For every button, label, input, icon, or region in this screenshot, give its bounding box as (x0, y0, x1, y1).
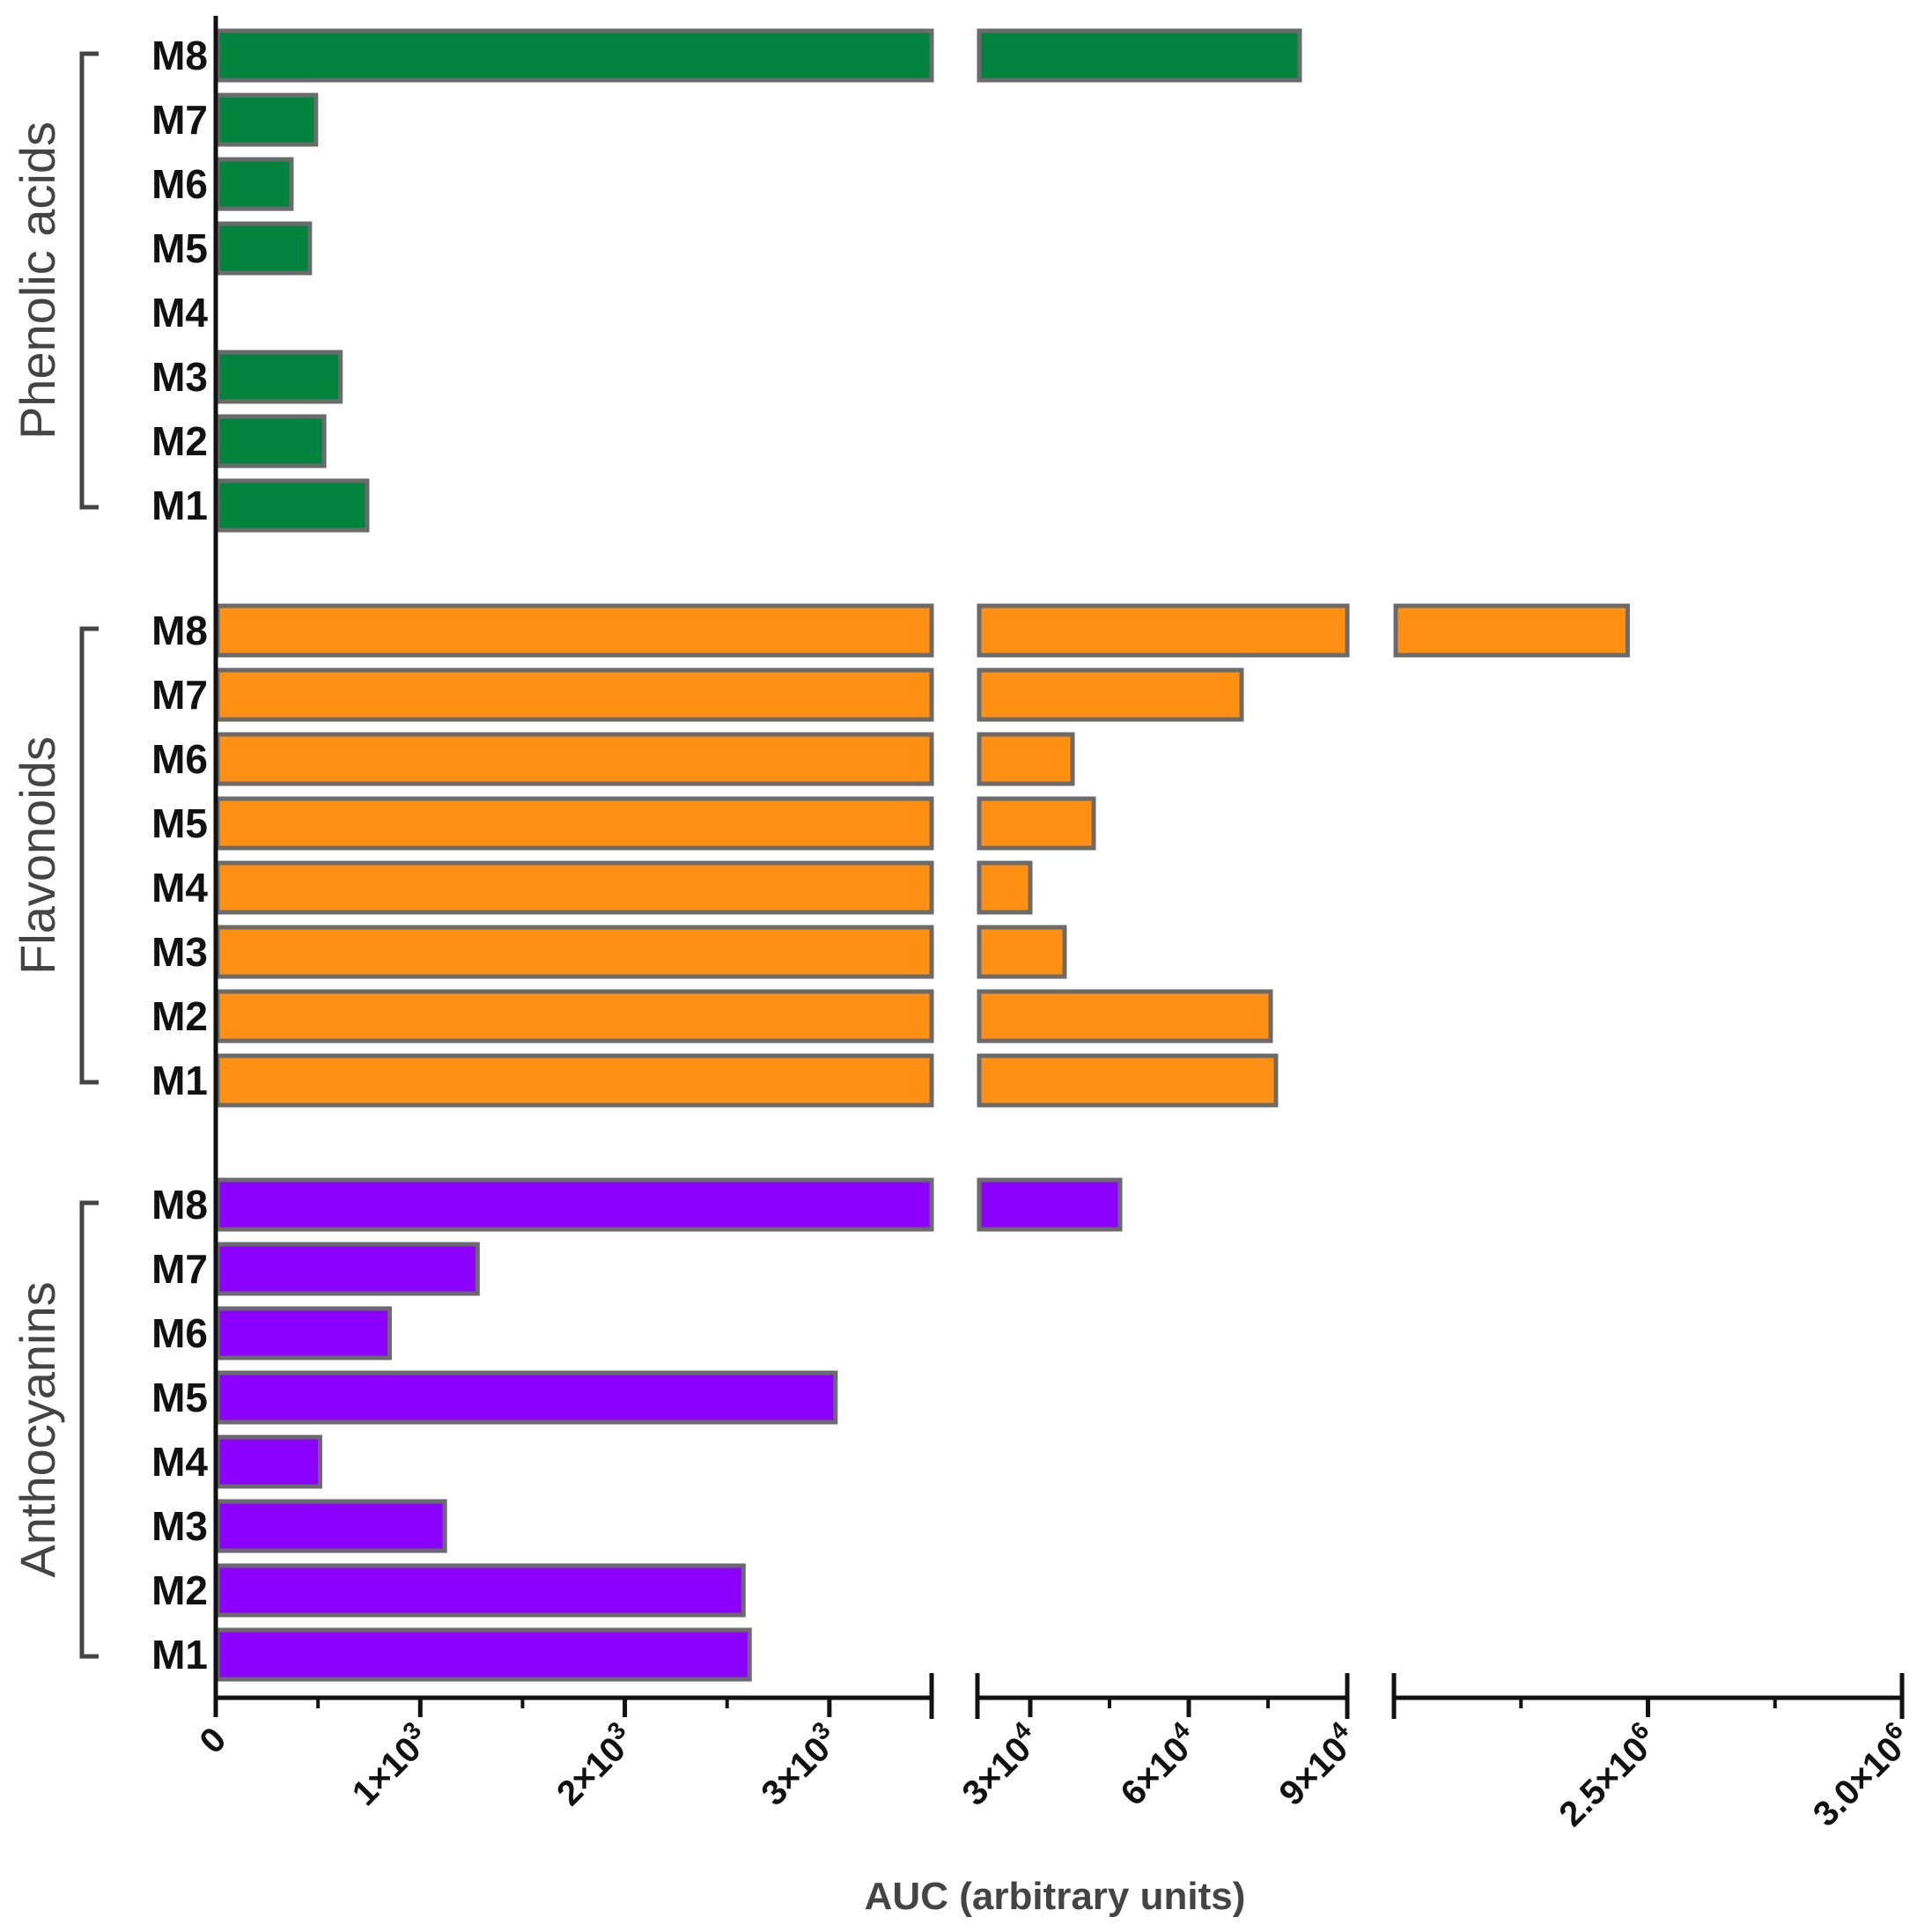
x-tick-label-3-2: 3.0×106 (1803, 1716, 1917, 1834)
bar-flavonoids-m1-seg2 (977, 1053, 1279, 1108)
category-label-flavonoids-m3: M3 (151, 929, 208, 975)
category-label-flavonoids-m8: M8 (151, 608, 208, 653)
bar-flavonoids-m5 (215, 796, 934, 851)
bar-anthocyanins-m6 (215, 1306, 392, 1361)
category-label-phenolic-acids-m7: M7 (151, 97, 208, 143)
bar-flavonoids-m2-seg2 (977, 989, 1273, 1043)
category-label-flavonoids-m4: M4 (151, 865, 208, 911)
x-tick-label-3-1: 2.5×106 (1548, 1716, 1666, 1834)
category-label-anthocyanins-m1: M1 (151, 1632, 208, 1678)
group-label-phenolic-acids: Phenolic acids (10, 122, 65, 439)
bar-flavonoids-m6 (215, 732, 934, 786)
bar-anthocyanins-m2 (215, 1563, 746, 1618)
x-tick-label-1-4: 3×103 (750, 1716, 847, 1813)
bar-phenolic-acids-m7 (215, 92, 319, 147)
category-label-phenolic-acids-m3: M3 (151, 354, 208, 400)
bar-flavonoids-m8-seg2 (977, 603, 1350, 658)
category-label-phenolic-acids-m1: M1 (151, 483, 208, 528)
bar-flavonoids-m4-seg2 (977, 860, 1033, 915)
category-label-anthocyanins-m3: M3 (151, 1503, 208, 1549)
x-tick-label-2-1: 3×104 (951, 1716, 1048, 1813)
group-bracket-phenolic-acids (79, 51, 99, 510)
bar-flavonoids-m7-seg2 (977, 667, 1244, 722)
category-label-anthocyanins-m8: M8 (151, 1182, 208, 1228)
bar-phenolic-acids-m3 (215, 350, 343, 404)
bar-phenolic-acids-m1 (215, 478, 370, 533)
x-tick-label-1-3: 2×103 (546, 1716, 643, 1813)
bar-anthocyanins-m8-seg2 (977, 1177, 1123, 1232)
group-bracket-anthocyanins (79, 1200, 99, 1659)
bar-phenolic-acids-m8-seg2 (977, 28, 1302, 83)
bar-flavonoids-m7 (215, 667, 934, 722)
bar-phenolic-acids-m8 (215, 28, 934, 83)
bar-flavonoids-m4 (215, 860, 934, 915)
bar-flavonoids-m3-seg2 (977, 925, 1067, 979)
x-axis-title: AUC (arbitrary units) (865, 1875, 1246, 1918)
category-label-flavonoids-m1: M1 (151, 1058, 208, 1103)
bar-flavonoids-m2 (215, 989, 934, 1043)
category-label-flavonoids-m6: M6 (151, 736, 208, 782)
category-label-phenolic-acids-m6: M6 (151, 161, 208, 207)
x-tick-label-1-2: 1×103 (342, 1716, 439, 1813)
axes-layer (79, 16, 1905, 1719)
bar-anthocyanins-m8 (215, 1177, 934, 1232)
bars-layer (215, 28, 1630, 1682)
category-label-phenolic-acids-m5: M5 (151, 225, 208, 271)
bar-phenolic-acids-m2 (215, 414, 327, 468)
bar-flavonoids-m1 (215, 1053, 934, 1108)
category-label-anthocyanins-m2: M2 (151, 1567, 208, 1613)
category-label-flavonoids-m7: M7 (151, 672, 208, 718)
x-tick-label-2-2: 6×104 (1110, 1716, 1206, 1813)
category-label-anthocyanins-m6: M6 (151, 1310, 208, 1356)
category-label-phenolic-acids-m8: M8 (151, 33, 208, 78)
bar-anthocyanins-m3 (215, 1499, 447, 1553)
category-label-flavonoids-m2: M2 (151, 993, 208, 1039)
category-label-anthocyanins-m7: M7 (151, 1246, 208, 1292)
category-label-anthocyanins-m5: M5 (151, 1375, 208, 1420)
group-bracket-flavonoids (79, 626, 99, 1085)
bar-phenolic-acids-m5 (215, 221, 313, 276)
bar-flavonoids-m6-seg2 (977, 732, 1075, 786)
bar-flavonoids-m8 (215, 603, 934, 658)
category-label-flavonoids-m5: M5 (151, 800, 208, 846)
bar-phenolic-acids-m6 (215, 157, 294, 211)
bar-flavonoids-m5-seg2 (977, 796, 1096, 851)
bar-flavonoids-m8-seg3 (1393, 603, 1630, 658)
bar-flavonoids-m3 (215, 925, 934, 979)
category-label-anthocyanins-m4: M4 (151, 1439, 208, 1485)
bar-anthocyanins-m4 (215, 1434, 322, 1489)
x-tick-label-1-1: 0 (193, 1720, 234, 1761)
group-label-flavonoids: Flavonoids (10, 736, 65, 975)
x-tick-label-2-3: 9×104 (1268, 1716, 1365, 1813)
bar-anthocyanins-m1 (215, 1627, 752, 1682)
group-label-anthocyanins: Anthocyanins (10, 1281, 65, 1577)
bar-anthocyanins-m5 (215, 1370, 838, 1425)
bar-anthocyanins-m7 (215, 1242, 480, 1296)
category-label-phenolic-acids-m4: M4 (151, 290, 208, 336)
category-label-phenolic-acids-m2: M2 (151, 418, 208, 464)
